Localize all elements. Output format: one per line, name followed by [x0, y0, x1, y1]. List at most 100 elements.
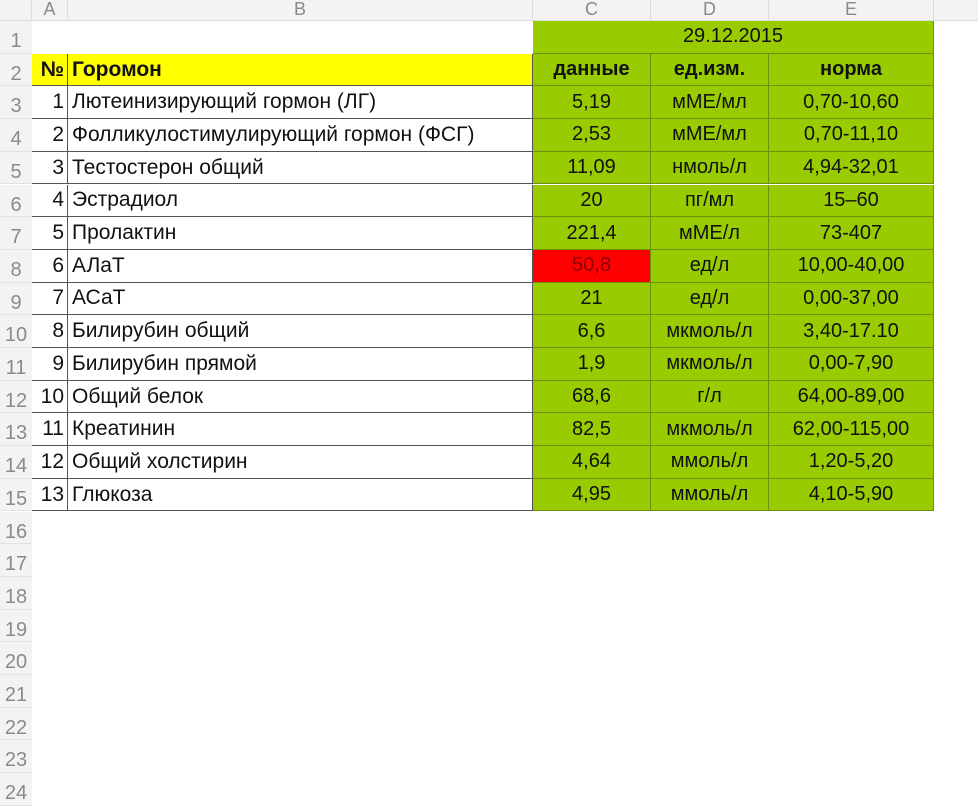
value-cell[interactable]: 68,6	[533, 380, 651, 414]
row-header[interactable]: 6	[0, 184, 32, 218]
row-header[interactable]: 3	[0, 86, 32, 120]
unit-cell[interactable]: нмоль/л	[651, 151, 769, 185]
column-header-c[interactable]: C	[533, 0, 651, 20]
row-header[interactable]: 21	[0, 675, 32, 708]
column-header-a[interactable]: A	[32, 0, 68, 20]
value-cell[interactable]: 21	[533, 282, 651, 316]
value-cell[interactable]: 11,09	[533, 151, 651, 185]
value-cell[interactable]: 221,4	[533, 217, 651, 250]
value-cell[interactable]: 20	[533, 184, 651, 218]
select-all-corner[interactable]	[0, 0, 32, 20]
column-header-e[interactable]: E	[769, 0, 934, 20]
unit-cell[interactable]: пг/мл	[651, 184, 769, 218]
row-number-cell[interactable]: 11	[32, 413, 68, 447]
value-cell[interactable]: 1,9	[533, 348, 651, 381]
row-header[interactable]: 20	[0, 642, 32, 675]
row-header[interactable]: 22	[0, 707, 32, 741]
unit-cell[interactable]: мМЕ/мл	[651, 119, 769, 152]
row-header[interactable]: 9	[0, 282, 32, 316]
row-number-cell[interactable]: 3	[32, 151, 68, 185]
hormone-name-cell[interactable]: Глюкоза	[68, 478, 533, 512]
hormone-name-cell[interactable]: Тестостерон общий	[68, 151, 533, 185]
date-cell[interactable]: 29.12.2015	[533, 21, 934, 54]
unit-cell[interactable]: мкмоль/л	[651, 348, 769, 381]
value-cell[interactable]: 4,95	[533, 478, 651, 512]
row-header[interactable]: 17	[0, 544, 32, 577]
row-header[interactable]: 16	[0, 511, 32, 545]
norm-cell[interactable]: 1,20-5,20	[769, 446, 934, 479]
column-header-b[interactable]: B	[68, 0, 533, 20]
unit-cell[interactable]: мкмоль/л	[651, 413, 769, 447]
row-number-cell[interactable]: 12	[32, 446, 68, 479]
norm-cell[interactable]: 4,94-32,01	[769, 151, 934, 185]
hormone-name-cell[interactable]: АЛаТ	[68, 249, 533, 283]
norm-cell[interactable]: 15–60	[769, 184, 934, 218]
hormone-name-cell[interactable]: Фолликулостимулирующий гормон (ФСГ)	[68, 119, 533, 152]
header-unit[interactable]: ед.изм.	[651, 53, 769, 87]
row-header[interactable]: 8	[0, 249, 32, 283]
value-cell-abnormal[interactable]: 50,8	[533, 249, 651, 283]
hormone-name-cell[interactable]: Общий белок	[68, 380, 533, 414]
row-header[interactable]: 15	[0, 478, 32, 512]
unit-cell[interactable]: мМЕ/мл	[651, 86, 769, 120]
hormone-name-cell[interactable]: Лютеинизирующий гормон (ЛГ)	[68, 86, 533, 120]
value-cell[interactable]: 2,53	[533, 119, 651, 152]
norm-cell[interactable]: 0,00-7,90	[769, 348, 934, 381]
row-header[interactable]: 23	[0, 740, 32, 774]
row-header[interactable]: 10	[0, 315, 32, 348]
hormone-name-cell[interactable]: Билирубин прямой	[68, 348, 533, 381]
unit-cell[interactable]: ммоль/л	[651, 478, 769, 512]
row-header[interactable]: 7	[0, 217, 32, 250]
row-header[interactable]: 11	[0, 348, 32, 381]
row-header[interactable]: 13	[0, 413, 32, 447]
norm-cell[interactable]: 0,70-10,60	[769, 86, 934, 120]
row-header[interactable]: 12	[0, 380, 32, 414]
row-number-cell[interactable]: 10	[32, 380, 68, 414]
row-header[interactable]: 18	[0, 576, 32, 610]
hormone-name-cell[interactable]: АСаТ	[68, 282, 533, 316]
row-number-cell[interactable]: 1	[32, 86, 68, 120]
row-header[interactable]: 19	[0, 609, 32, 643]
row-number-cell[interactable]: 5	[32, 217, 68, 250]
row-header[interactable]: 2	[0, 53, 32, 87]
header-norm[interactable]: норма	[769, 53, 934, 87]
column-header-d[interactable]: D	[651, 0, 769, 20]
row-number-cell[interactable]: 6	[32, 249, 68, 283]
norm-cell[interactable]: 73-407	[769, 217, 934, 250]
unit-cell[interactable]: ммоль/л	[651, 446, 769, 479]
value-cell[interactable]: 82,5	[533, 413, 651, 447]
unit-cell[interactable]: мМЕ/л	[651, 217, 769, 250]
row-header[interactable]: 1	[0, 21, 32, 54]
norm-cell[interactable]: 3,40-17.10	[769, 315, 934, 348]
value-cell[interactable]: 5,19	[533, 86, 651, 120]
value-cell[interactable]: 6,6	[533, 315, 651, 348]
unit-cell[interactable]: мкмоль/л	[651, 315, 769, 348]
row-number-cell[interactable]: 8	[32, 315, 68, 348]
norm-cell[interactable]: 0,00-37,00	[769, 282, 934, 316]
row-header[interactable]: 14	[0, 446, 32, 479]
norm-cell[interactable]: 62,00-115,00	[769, 413, 934, 447]
unit-cell[interactable]: г/л	[651, 380, 769, 414]
header-no[interactable]: №	[32, 53, 68, 87]
hormone-name-cell[interactable]: Билирубин общий	[68, 315, 533, 348]
header-value[interactable]: данные	[533, 53, 651, 87]
norm-cell[interactable]: 4,10-5,90	[769, 478, 934, 512]
row-header[interactable]: 4	[0, 119, 32, 152]
hormone-name-cell[interactable]: Креатинин	[68, 413, 533, 447]
row-number-cell[interactable]: 7	[32, 282, 68, 316]
row-number-cell[interactable]: 4	[32, 184, 68, 218]
hormone-name-cell[interactable]: Пролактин	[68, 217, 533, 250]
row-number-cell[interactable]: 9	[32, 348, 68, 381]
norm-cell[interactable]: 64,00-89,00	[769, 380, 934, 414]
row-number-cell[interactable]: 2	[32, 119, 68, 152]
unit-cell[interactable]: ед/л	[651, 249, 769, 283]
row-header[interactable]: 24	[0, 773, 32, 806]
unit-cell[interactable]: ед/л	[651, 282, 769, 316]
header-name[interactable]: Горомон	[68, 53, 533, 87]
hormone-name-cell[interactable]: Общий холстирин	[68, 446, 533, 479]
norm-cell[interactable]: 0,70-11,10	[769, 119, 934, 152]
row-header[interactable]: 5	[0, 151, 32, 185]
row-number-cell[interactable]: 13	[32, 478, 68, 512]
hormone-name-cell[interactable]: Эстрадиол	[68, 184, 533, 218]
value-cell[interactable]: 4,64	[533, 446, 651, 479]
